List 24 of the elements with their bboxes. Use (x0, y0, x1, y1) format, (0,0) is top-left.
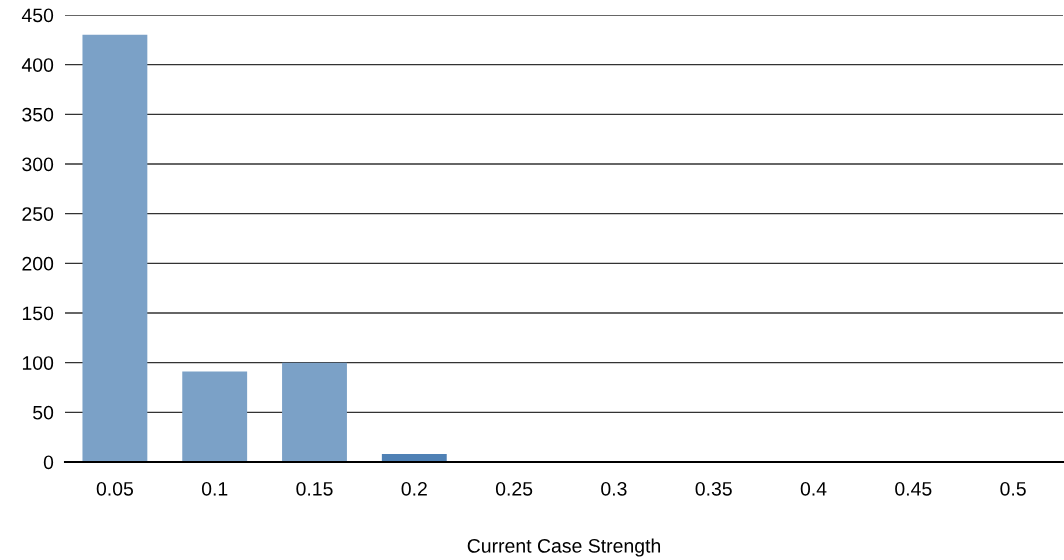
x-axis-title: Current Case Strength (467, 538, 661, 557)
y-tick-label: 50 (33, 405, 54, 420)
y-tick-label: 400 (21, 58, 54, 72)
bar (282, 362, 347, 462)
y-tick-label: 100 (22, 356, 54, 370)
y-tick-label: 450 (21, 8, 54, 23)
y-tick-label: 250 (22, 207, 54, 221)
x-tick-label: 0.05 (96, 481, 134, 496)
x-tick-label: 0.4 (800, 481, 827, 496)
x-tick-label: 0.45 (895, 481, 932, 496)
x-tick-label: 0.1 (201, 481, 228, 496)
y-tick-label: 0 (43, 455, 54, 470)
y-tick-label: 350 (22, 107, 54, 122)
bar (82, 34, 148, 462)
x-tick-label: 0.15 (296, 481, 333, 496)
x-tick-label: 0.2 (401, 481, 427, 496)
y-tick-label: 200 (22, 256, 54, 271)
x-tick-label: 0.35 (695, 481, 732, 496)
x-tick-label: 0.5 (1000, 481, 1026, 496)
y-tick-label: 150 (22, 306, 54, 321)
bar (182, 371, 248, 462)
y-tick-label: 300 (22, 157, 54, 172)
x-tick-label: 0.3 (601, 481, 627, 496)
x-tick-label: 0.25 (495, 481, 533, 496)
